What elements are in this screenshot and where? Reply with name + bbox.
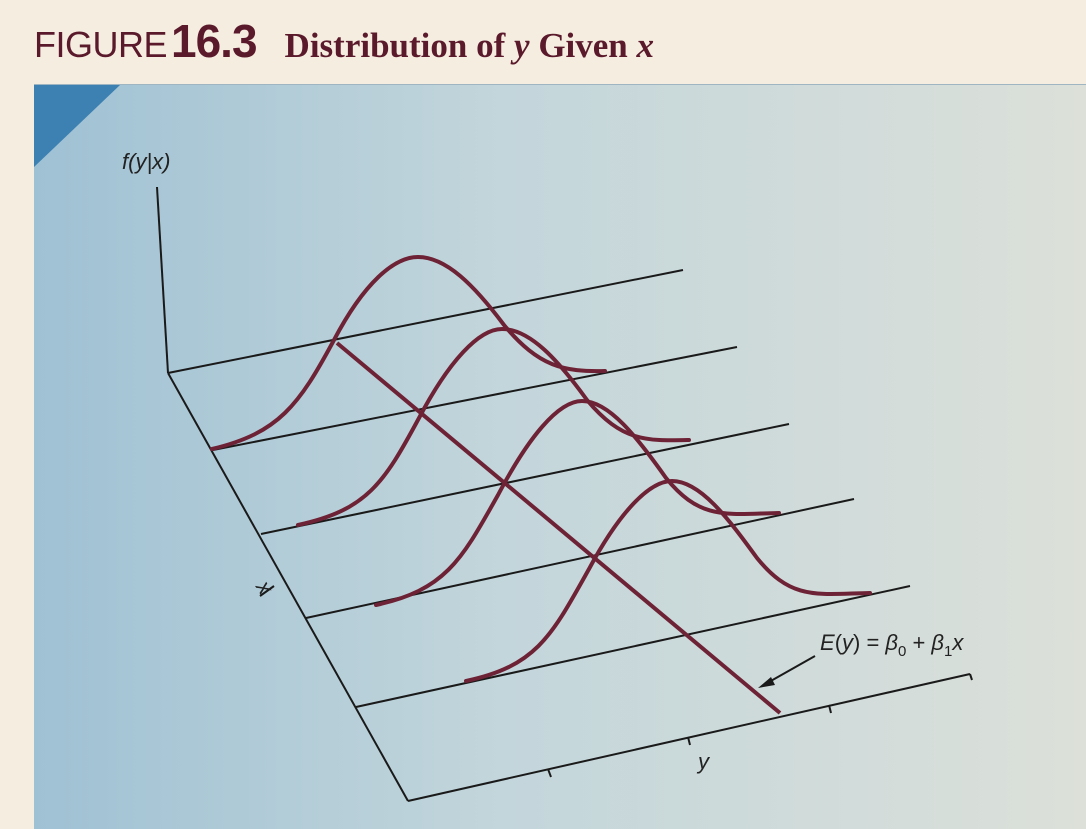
title-text-mid: Given bbox=[529, 26, 637, 65]
vertical-axis-line bbox=[156, 186, 169, 374]
vertical-axis-label: f(y|x) bbox=[122, 149, 170, 174]
figure-title: Distribution of y Given x bbox=[285, 26, 654, 66]
baseline-1 bbox=[167, 269, 684, 374]
density-curve-4 bbox=[464, 478, 872, 683]
horizontal-axis-tick-2 bbox=[687, 736, 691, 746]
baseline-2 bbox=[212, 346, 738, 451]
horizontal-axis-tick-3 bbox=[828, 704, 832, 714]
regression-arrow-shaft bbox=[768, 655, 816, 683]
horizontal-axis-end-tick bbox=[969, 673, 973, 681]
figure-panel: f(y|x) x y E(y) = β0 + β1x bbox=[34, 84, 1086, 829]
title-var-y: y bbox=[514, 26, 530, 65]
horizontal-axis-label: y bbox=[696, 749, 711, 774]
depth-axis-line bbox=[167, 372, 409, 802]
figure-word: FIGURE bbox=[34, 24, 168, 65]
distribution-curves bbox=[210, 254, 872, 683]
baseline-3 bbox=[260, 423, 790, 535]
figure-title-bar: FIGURE 16.3 Distribution of y Given x bbox=[34, 14, 654, 74]
density-curve-2 bbox=[296, 326, 691, 527]
distribution-diagram: f(y|x) x y E(y) = β0 + β1x bbox=[122, 149, 973, 802]
figure-number: 16.3 bbox=[171, 15, 258, 67]
density-curve-3 bbox=[374, 398, 781, 607]
corner-accent bbox=[34, 85, 120, 167]
density-curve-1 bbox=[210, 254, 607, 451]
depth-axis-label: x bbox=[251, 575, 279, 599]
regression-arrow bbox=[758, 655, 816, 688]
axes-group bbox=[156, 186, 973, 802]
horizontal-axis-tick-1 bbox=[547, 768, 552, 778]
title-text-pre: Distribution of bbox=[284, 26, 515, 65]
title-var-x: x bbox=[636, 26, 655, 65]
depth-axis-tick bbox=[259, 585, 275, 597]
baseline-5 bbox=[355, 585, 911, 708]
regression-line bbox=[335, 341, 782, 715]
regression-label: E(y) = β0 + β1x bbox=[820, 630, 964, 660]
regression-arrow-head bbox=[758, 677, 775, 688]
